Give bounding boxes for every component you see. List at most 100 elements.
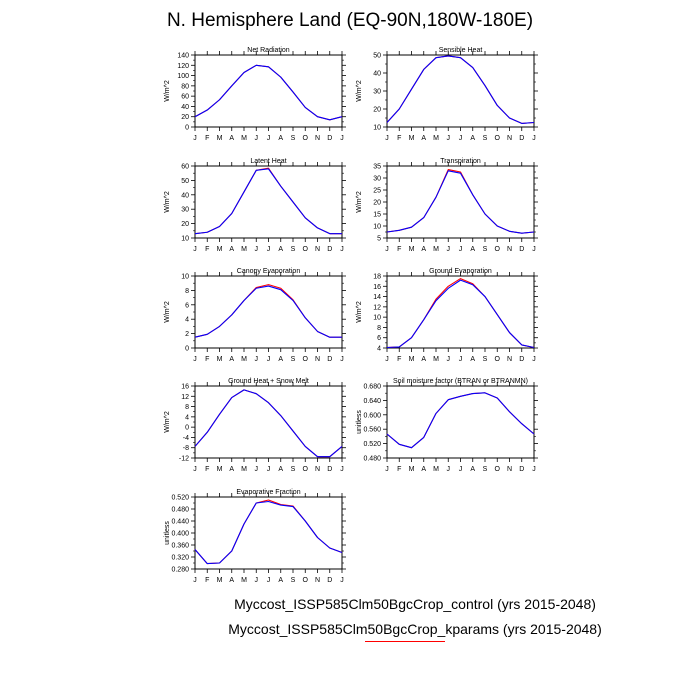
x-tick-label: D (519, 356, 524, 363)
x-tick-label: J (447, 466, 451, 473)
x-tick-label: S (291, 466, 296, 473)
x-tick-label: F (397, 246, 401, 253)
series-line-kparams (386, 392, 535, 449)
x-tick-label: J (193, 135, 197, 142)
y-axis-label: W/m^2 (356, 301, 363, 323)
x-tick-label: J (255, 135, 259, 142)
x-tick-label: N (507, 246, 512, 253)
y-tick-label: -12 (179, 456, 189, 463)
x-tick-label: A (229, 246, 234, 253)
y-tick-label: 100 (177, 73, 189, 80)
y-tick-label: 60 (181, 164, 189, 171)
y-tick-label: 35 (373, 164, 381, 171)
y-tick-label: 18 (373, 274, 381, 281)
x-tick-label: J (255, 246, 259, 253)
x-tick-label: S (483, 246, 488, 253)
x-tick-label: A (421, 246, 426, 253)
x-tick-label: J (532, 135, 536, 142)
plot-frame (386, 275, 535, 349)
y-tick-label: 6 (185, 302, 189, 309)
series-line-kparams (194, 285, 342, 338)
x-tick-label: J (385, 135, 389, 142)
x-tick-label: O (303, 577, 309, 584)
x-tick-label: J (340, 356, 344, 363)
y-tick-label: 20 (373, 200, 381, 207)
x-tick-label: A (278, 577, 283, 584)
x-tick-label: N (315, 577, 320, 584)
y-tick-label: 0.520 (171, 495, 189, 502)
y-tick-label: 4 (185, 414, 189, 421)
y-tick-label: 10 (373, 125, 381, 132)
legend-swatch-kparams (365, 641, 445, 642)
panel-title: Net Radiation (247, 47, 290, 54)
x-tick-label: M (433, 246, 439, 253)
x-tick-label: F (205, 466, 209, 473)
x-tick-label: D (327, 246, 332, 253)
x-tick-label: S (483, 356, 488, 363)
x-tick-label: J (255, 577, 259, 584)
x-tick-label: O (495, 466, 501, 473)
x-tick-label: M (241, 135, 247, 142)
y-tick-label: -4 (183, 435, 189, 442)
x-tick-label: J (193, 466, 197, 473)
x-tick-label: A (421, 356, 426, 363)
y-tick-label: 0.520 (363, 441, 381, 448)
plot-frame (194, 54, 343, 128)
panel-title: Transpiration (440, 158, 481, 165)
series-line-control (386, 55, 535, 124)
x-tick-label: J (459, 246, 463, 253)
x-tick-label: M (433, 466, 439, 473)
x-tick-label: F (205, 356, 209, 363)
x-tick-label: M (217, 466, 223, 473)
y-tick-label: 12 (373, 304, 381, 311)
x-tick-label: M (409, 466, 415, 473)
x-tick-label: J (255, 466, 259, 473)
y-tick-label: 5 (377, 236, 381, 243)
y-tick-label: 0.440 (171, 519, 189, 526)
x-tick-label: J (267, 577, 271, 584)
y-axis-label: W/m^2 (356, 80, 363, 102)
x-tick-label: N (507, 356, 512, 363)
x-tick-label: O (303, 356, 309, 363)
x-tick-label: A (278, 135, 283, 142)
y-tick-label: 20 (181, 221, 189, 228)
x-tick-label: J (532, 356, 536, 363)
y-tick-label: 30 (373, 176, 381, 183)
x-tick-label: F (397, 466, 401, 473)
panel-title: Soil moisture factor (BTRAN or BTRANMN) (393, 378, 528, 385)
series-line-control (194, 499, 343, 565)
x-tick-label: M (241, 577, 247, 584)
x-tick-label: S (483, 135, 488, 142)
x-tick-label: J (267, 466, 271, 473)
y-tick-label: 40 (373, 71, 381, 78)
panel-title: Evaporative Fraction (236, 489, 300, 496)
series-line-control (386, 169, 535, 234)
y-tick-label: 0.600 (363, 412, 381, 419)
y-tick-label: 10 (373, 315, 381, 322)
x-tick-label: A (229, 577, 234, 584)
x-tick-label: J (193, 356, 197, 363)
series-line-kparams (386, 170, 535, 234)
x-tick-label: F (205, 135, 209, 142)
x-tick-label: O (303, 246, 309, 253)
y-tick-label: 0.280 (171, 567, 189, 574)
x-tick-label: F (205, 246, 209, 253)
y-tick-label: 4 (185, 317, 189, 324)
x-tick-label: M (217, 135, 223, 142)
y-tick-label: 40 (181, 104, 189, 111)
x-tick-label: A (278, 356, 283, 363)
x-tick-label: D (327, 466, 332, 473)
panel-title: Sensible Heat (439, 47, 483, 54)
y-tick-label: 30 (373, 89, 381, 96)
x-tick-label: A (229, 466, 234, 473)
x-tick-label: J (385, 466, 389, 473)
x-tick-label: M (433, 135, 439, 142)
series-line-control (194, 389, 343, 458)
x-tick-label: N (315, 356, 320, 363)
x-tick-label: O (303, 466, 309, 473)
x-tick-label: F (397, 135, 401, 142)
